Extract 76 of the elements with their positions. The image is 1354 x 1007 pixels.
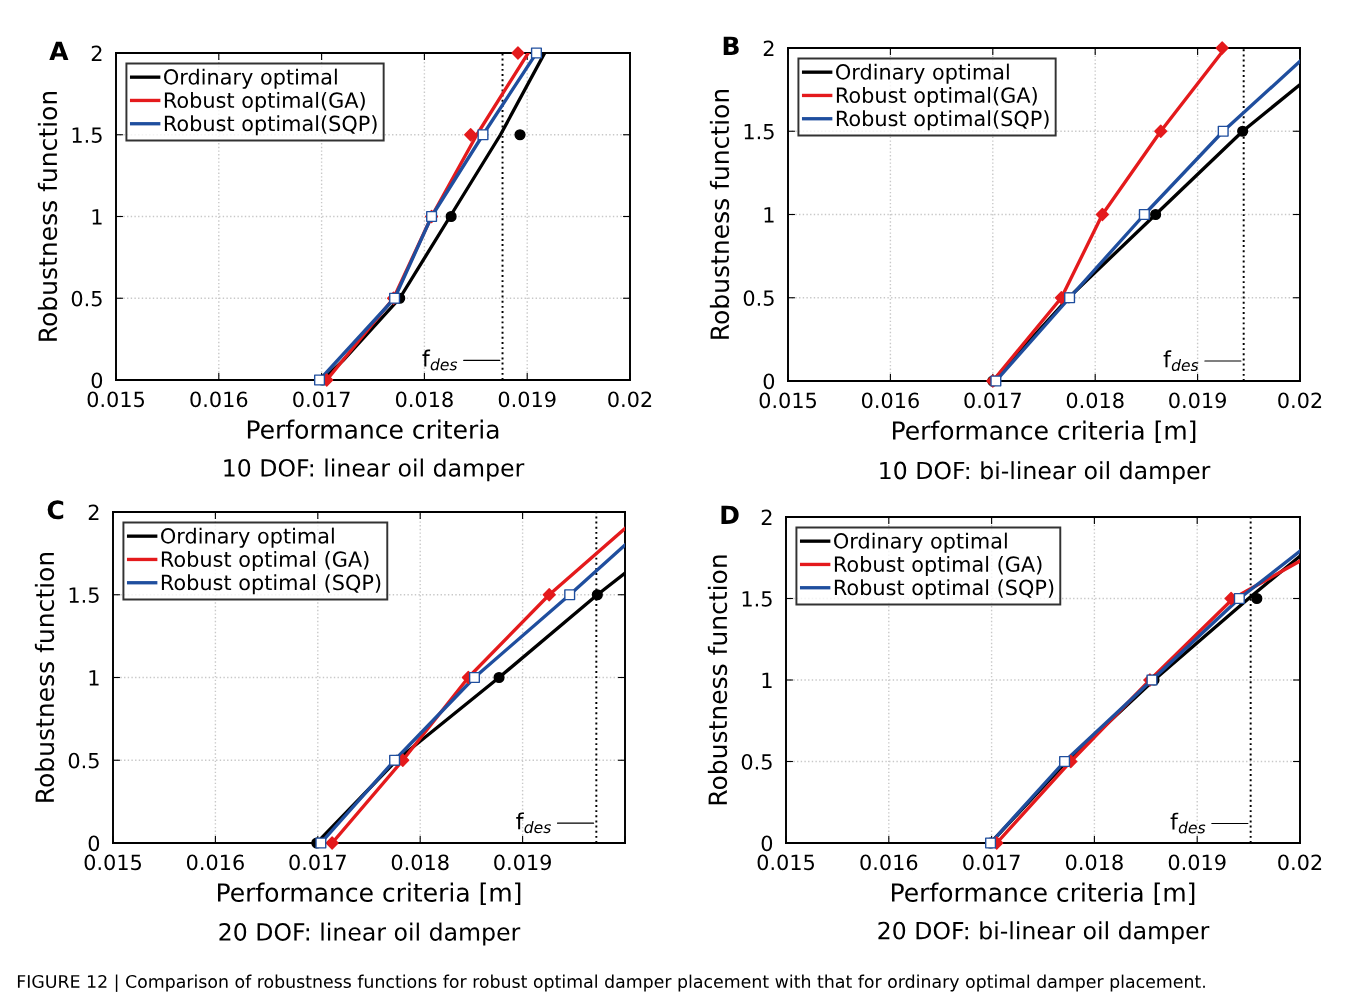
- legend-label: Ordinary optimal: [164, 68, 337, 89]
- ref-line-label: f$_{des}$: [422, 349, 458, 371]
- x-axis-title: Performance criteria [m]: [218, 882, 521, 905]
- x-tick-label: 0.02: [608, 391, 652, 408]
- x-tick-label: 0.019: [1169, 392, 1226, 409]
- y-tick-label: 1: [762, 672, 772, 688]
- legend-label: Robust optimal (GA): [834, 555, 1042, 577]
- chart-title: C: [47, 500, 64, 520]
- x-tick-label: 0.015: [84, 854, 141, 871]
- ref-line-label: f$_{des}$: [516, 812, 551, 834]
- y-tick-label: 0.5: [71, 290, 102, 307]
- y-tick-label: 1: [89, 670, 99, 686]
- y-tick-label: 1.5: [744, 123, 774, 140]
- y-axis-title: Robustness function: [34, 552, 55, 802]
- chart-title: A: [49, 41, 69, 60]
- text: 20 DOF: linear oil damper: [219, 922, 521, 946]
- text: 10 DOF: linear oil damper: [224, 458, 525, 482]
- legend-label: Robust optimal (SQP): [834, 579, 1054, 600]
- y-tick-label: 1.5: [72, 127, 102, 143]
- y-tick-label: 0.5: [743, 290, 774, 306]
- x-axis-title: Performance criteria: [247, 419, 499, 439]
- x-tick-label: 0.016: [860, 854, 918, 871]
- x-tick-label: 0.02: [1278, 392, 1322, 409]
- x-tick-label: 0.019: [494, 854, 551, 871]
- y-tick-label: 0.5: [741, 753, 772, 770]
- chart-title: B: [723, 36, 739, 55]
- legend-label: Ordinary optimal: [161, 527, 334, 548]
- ref-line-label: f$_{des}$: [1170, 812, 1206, 834]
- legend-label: Robust optimal(GA): [836, 86, 1037, 108]
- legend-label: Robust optimal (SQP): [161, 574, 381, 595]
- x-axis-title: Performance criteria [m]: [892, 882, 1195, 905]
- legend-label: Ordinary optimal: [834, 532, 1007, 553]
- y-tick-label: 0.5: [68, 752, 99, 769]
- x-tick-label: 0.018: [1065, 854, 1123, 871]
- y-tick-label: 0: [91, 372, 103, 389]
- x-tick-label: 0.017: [293, 391, 350, 408]
- x-tick-label: 0.02: [1278, 854, 1322, 871]
- ref-line-label: f$_{des}$: [1163, 350, 1199, 372]
- x-tick-label: 0.015: [87, 391, 144, 408]
- legend-label: Ordinary optimal: [836, 63, 1009, 84]
- x-tick-label: 0.017: [963, 854, 1020, 871]
- legend-label: Robust optimal(SQP): [164, 115, 377, 136]
- y-axis-title: Robustness function: [37, 91, 58, 341]
- legend-label: Robust optimal(SQP): [836, 110, 1049, 131]
- y-tick-label: 1.5: [742, 591, 772, 607]
- legend-label: Robust optimal (GA): [161, 550, 369, 572]
- y-tick-label: 2: [91, 45, 102, 61]
- x-tick-label: 0.016: [186, 854, 244, 871]
- x-tick-label: 0.016: [861, 392, 919, 409]
- y-tick-label: 2: [88, 504, 99, 520]
- x-tick-label: 0.017: [964, 392, 1021, 409]
- caption: FIGURE 12 | Comparison of robustness functions for robust optimal damper placement with that for ordinary optimal damper placement.: [17, 974, 1205, 992]
- legend-label: Robust optimal(GA): [164, 91, 365, 113]
- x-tick-label: 0.018: [1066, 392, 1124, 409]
- x-tick-label: 0.015: [757, 854, 814, 871]
- x-tick-label: 0.018: [391, 854, 449, 871]
- y-axis-title: Robustness function: [707, 555, 728, 805]
- chart-title: D: [721, 505, 739, 524]
- y-tick-label: 0: [88, 835, 100, 852]
- y-tick-label: 2: [763, 40, 774, 56]
- x-tick-label: 0.016: [190, 391, 248, 408]
- text: 10 DOF: bi-linear oil damper: [880, 461, 1211, 484]
- x-axis-title: Performance criteria [m]: [893, 420, 1196, 443]
- text: 20 DOF: bi-linear oil damper: [878, 921, 1210, 945]
- y-tick-label: 0: [761, 835, 773, 852]
- y-tick-label: 1.5: [69, 587, 99, 603]
- y-axis-title: Robustness function: [709, 89, 730, 339]
- x-tick-label: 0.017: [289, 854, 346, 871]
- x-tick-label: 0.019: [498, 391, 556, 408]
- x-tick-label: 0.018: [395, 391, 453, 408]
- y-tick-label: 2: [761, 509, 772, 525]
- y-tick-label: 0: [763, 373, 775, 390]
- y-tick-label: 1: [92, 209, 102, 225]
- x-tick-label: 0.015: [759, 392, 816, 409]
- x-tick-label: 0.019: [1168, 854, 1226, 871]
- y-tick-label: 1: [764, 207, 774, 223]
